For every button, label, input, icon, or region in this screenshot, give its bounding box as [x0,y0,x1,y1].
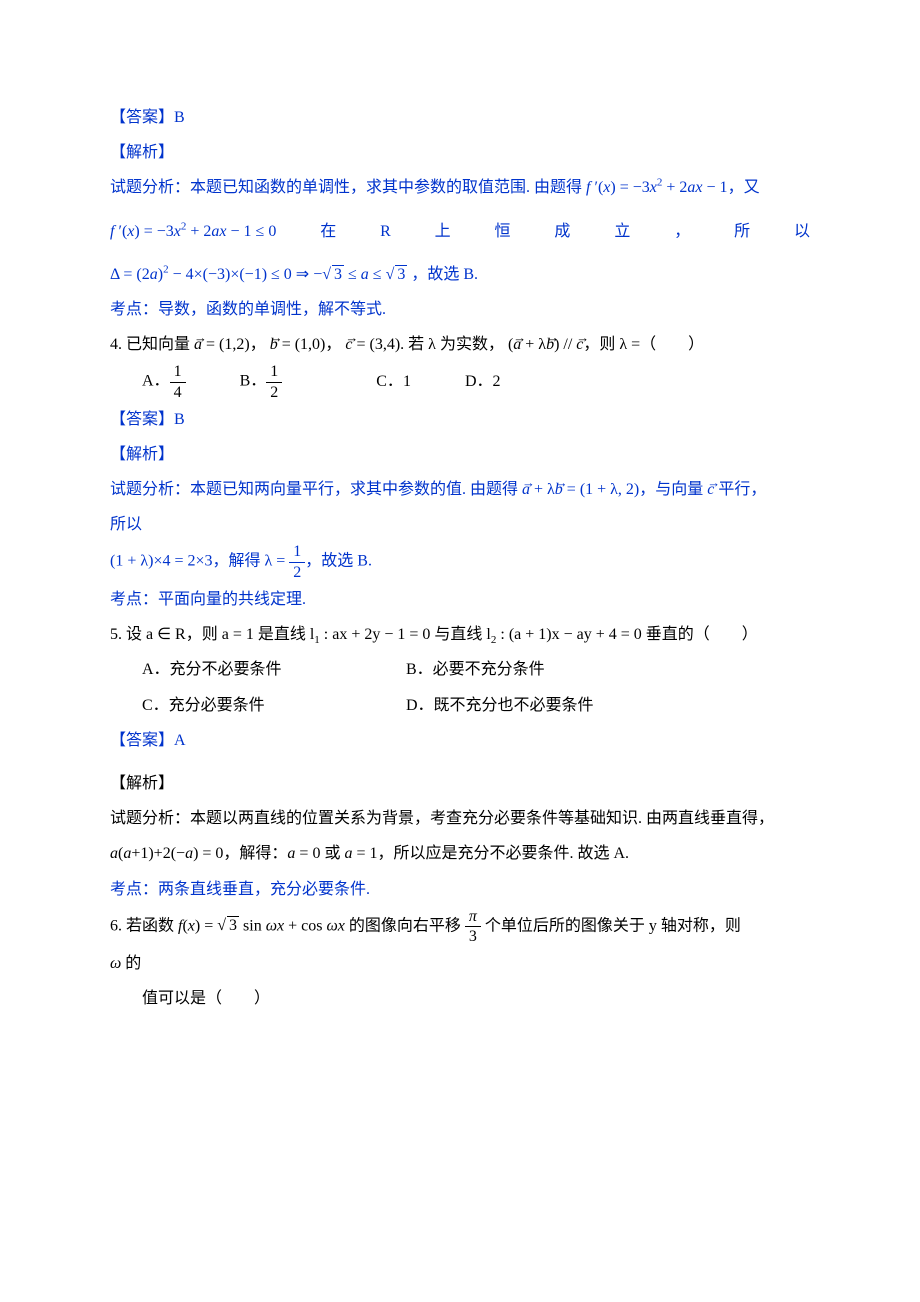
q6-stem: 6. 若函数 f(x) = 3 sin ωx + cos ωx 的图像向右平移 … [110,907,810,946]
q3-delta-suffix: ，故选 B. [411,266,478,283]
q5-analysis: 试题分析：本题以两直线的位置关系为背景，考查充分必要条件等基础知识. 由两直线垂… [110,801,810,836]
q5-answer: 【答案】A [110,723,810,758]
q3-line2-zai: 在 [320,214,336,249]
q5-opt-d: D．既不充分也不必要条件 [406,697,594,714]
q4-analysis-pre: 试题分析：本题已知两向量平行，求其中参数的值. 由题得 [110,481,522,498]
q3-delta-expr: Δ = (2a)2 − 4×(−3)×(−1) ≤ 0 ⇒ −3 ≤ a ≤ 3 [110,266,407,283]
q5-opt-a: A．充分不必要条件 [142,652,402,687]
q3-analysis-line1: 试题分析：本题已知函数的单调性，求其中参数的取值范围. 由题得 f ′(x) =… [110,170,810,205]
q3-line2-R: R [380,214,391,249]
q3-line2-yi: 以 [794,214,810,249]
q3-analysis-line2: f ′(x) = −3x2 + 2ax − 1 ≤ 0 在 R 上 恒 成 立 … [110,214,810,249]
q5-opt-b: B．必要不充分条件 [406,661,545,678]
q4-opt-c: C．1 [376,364,411,399]
q3-line2-li: 立 [614,214,630,249]
q3-answer: 【答案】B [110,100,810,135]
q3-kaodian: 考点：导数，函数的单调性，解不等式. [110,292,810,327]
q5-l1: : ax + 2y − 1 = 0 与直线 l [320,626,491,643]
q3-deriv-expr: f ′(x) = −3x2 + 2ax − 1 [586,179,728,196]
q4-options: A．14 B．12 C．1 D．2 [110,362,810,401]
q3-line2-suo: 所 [734,214,750,249]
q4-opt-a: A．14 [142,362,186,401]
vec-b-icon: b [270,336,278,353]
q6-stem-post: 个单位后所的图像关于 y 轴对称，则 [481,917,741,934]
q3-line2-shang: 上 [435,214,451,249]
q5-opt-c: C．充分必要条件 [142,688,402,723]
q4-opt-d: D．2 [465,364,501,399]
q5-options: A．充分不必要条件 B．必要不充分条件 C．充分必要条件 D．既不充分也不必要条… [110,652,810,722]
q4-stem: 4. 已知向量 a = (1,2)， b = (1,0)， c = (3,4).… [110,327,810,362]
q4-jiexi-label: 【解析】 [110,437,810,472]
q4-eqline: (1 + λ)×4 = 2×3，解得 λ = 12，故选 B. [110,542,810,581]
vec-c-icon: c [345,336,352,353]
q4-opt-d-val: 2 [493,373,501,390]
q5-stem: 5. 设 a ∈ R，则 a = 1 是直线 l1 : ax + 2y − 1 … [110,617,810,652]
q4-opt-b: B．12 [240,362,283,401]
q3-jiexi-label: 【解析】 [110,135,810,170]
q4-analysis-line1: 试题分析：本题已知两向量平行，求其中参数的值. 由题得 a + λb = (1 … [110,472,810,507]
q6-line2: ω 的 [110,946,810,981]
q6-line3: 值可以是（ ） [110,981,810,1016]
q4-suoyi: 所以 [110,507,810,542]
q3-line2-expr: f ′(x) = −3x2 + 2ax − 1 ≤ 0 [110,214,276,249]
q3-line2-cheng: 成 [554,214,570,249]
q4-a-eq: = (1,2)， [202,336,266,353]
q5-stem-pre: 5. 设 a ∈ R，则 a = 1 是直线 l [110,626,314,643]
q3-line2-heng: 恒 [495,214,511,249]
q3-analysis-prefix: 试题分析：本题已知函数的单调性，求其中参数的取值范围. 由题得 [110,179,582,196]
q3-analysis-line3: Δ = (2a)2 − 4×(−3)×(−1) ≤ 0 ⇒ −3 ≤ a ≤ 3… [110,257,810,292]
q5-jiexi-label: 【解析】 [110,766,810,801]
q5-kaodian: 考点：两条直线垂直，充分必要条件. [110,872,810,907]
q4-kaodian: 考点：平面向量的共线定理. [110,582,810,617]
q4-b-eq: = (1,0)， [278,336,342,353]
q5-eqline: a(a+1)+2(−a) = 0，解得：a = 0 或 a = 1，所以应是充分… [110,836,810,871]
q4-tail: ，则 λ =（ ） [583,336,704,353]
q4-opt-c-val: 1 [403,373,411,390]
vec-a-icon: a [194,336,202,353]
q3-line2-c1: ， [674,214,690,249]
q3-comma-you: ，又 [728,179,760,196]
q4-c-eq: = (3,4). 若 λ 为实数， [353,336,504,353]
q4-paren-expr: (a + λb) // c [508,336,583,353]
q4-stem-pre: 4. 已知向量 [110,336,190,353]
q5-l2: : (a + 1)x − ay + 4 = 0 垂直的（ ） [496,626,757,643]
q4-answer: 【答案】B [110,402,810,437]
